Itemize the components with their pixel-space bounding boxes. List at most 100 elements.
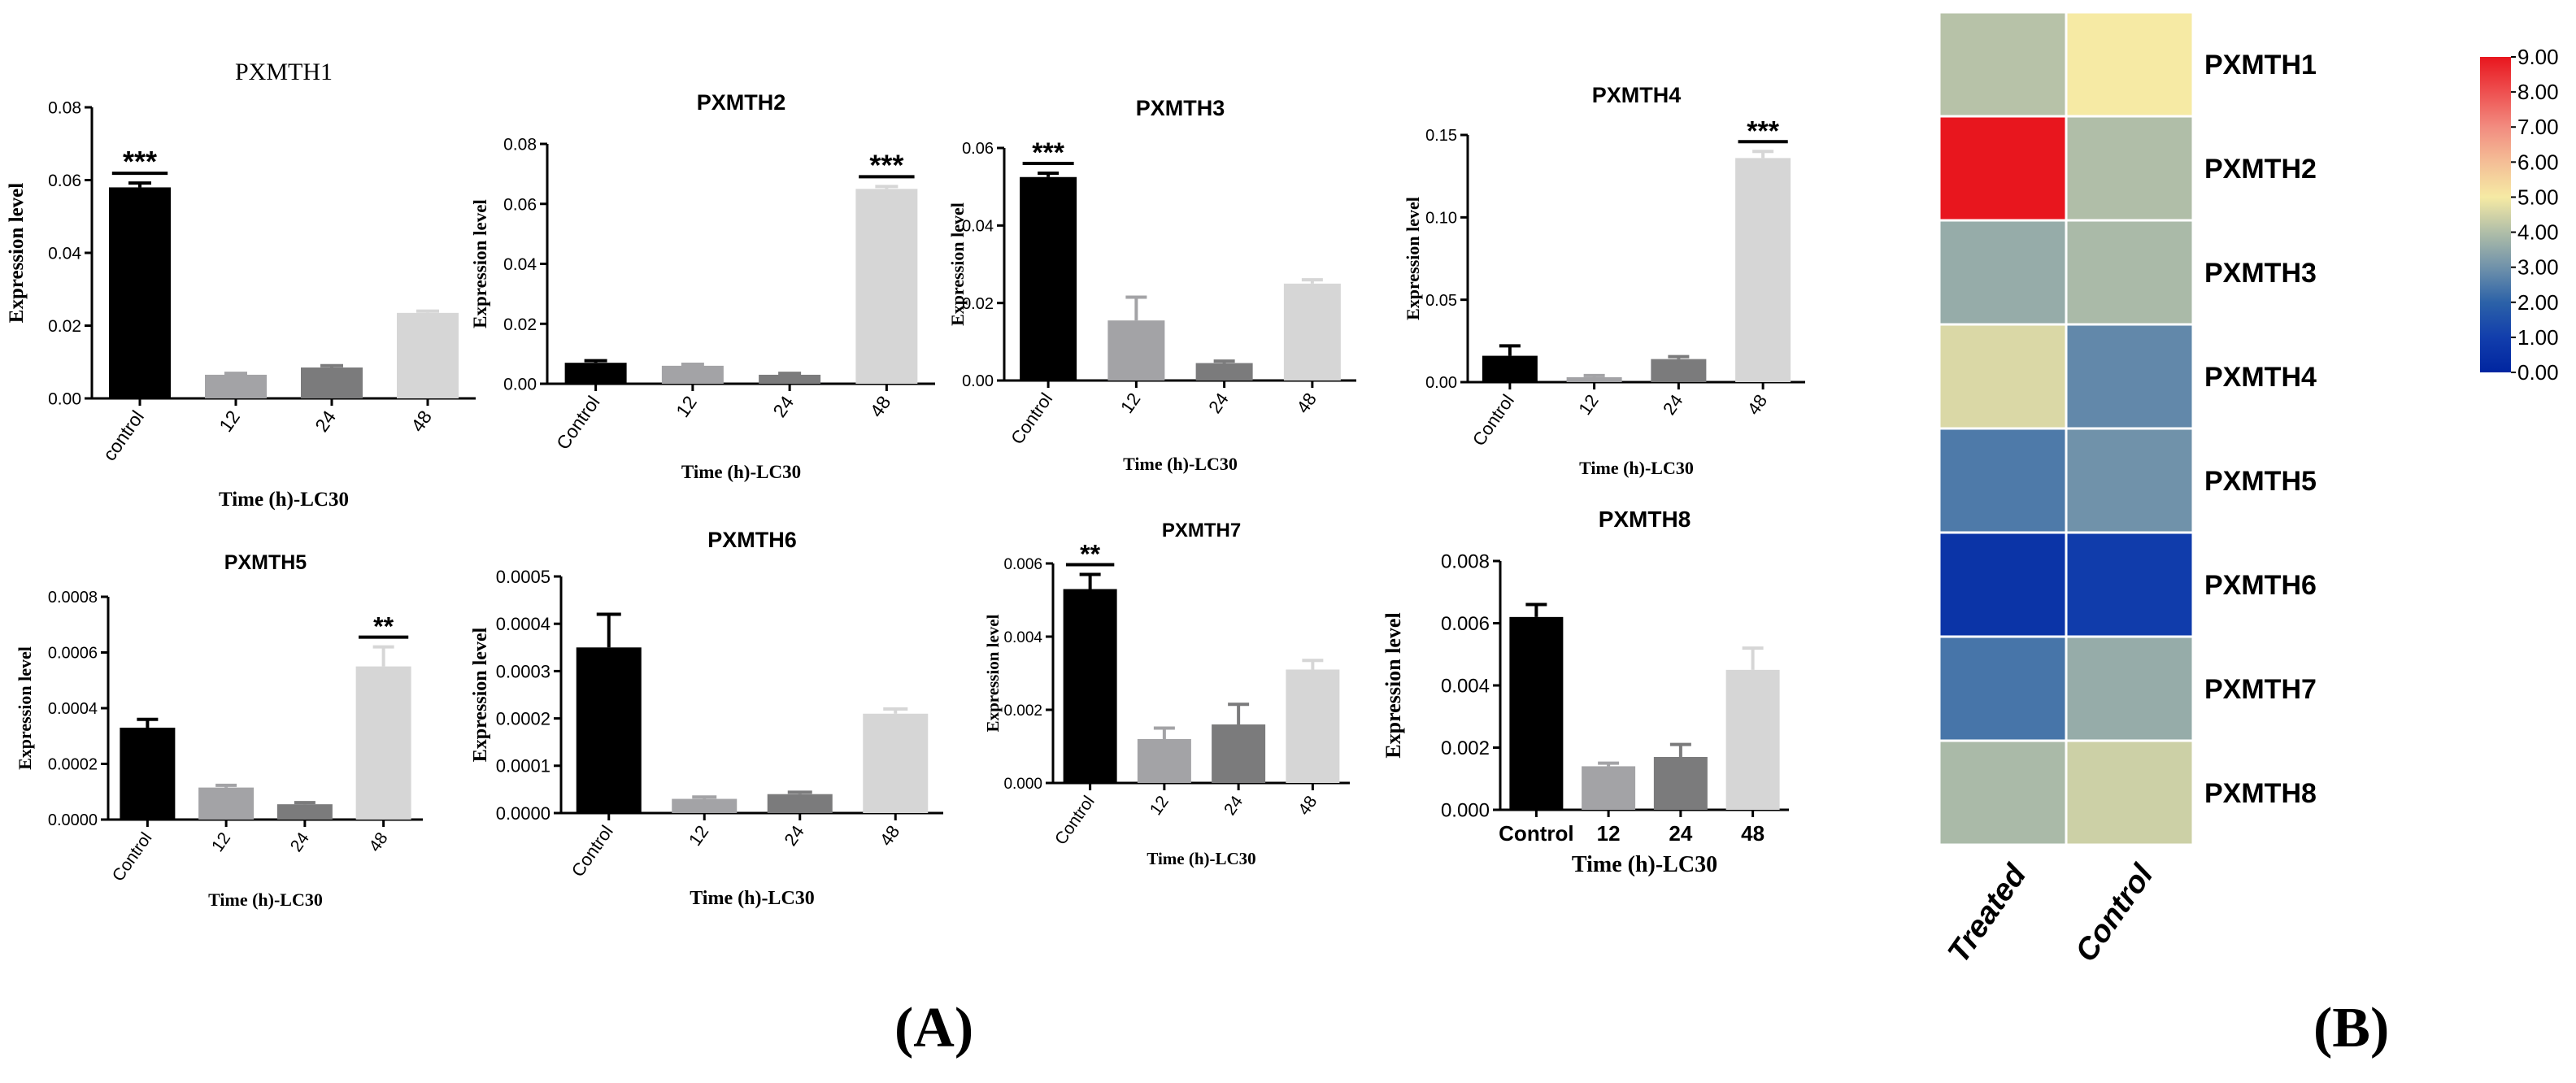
y-tick-label: 0.02 <box>48 317 81 336</box>
x-tick-label: 12 <box>1574 391 1603 419</box>
chart-title: PXMTH3 <box>1136 96 1225 120</box>
y-tick-label: 0.00 <box>48 390 81 409</box>
y-tick-label: 0.06 <box>48 172 81 190</box>
y-tick-label: 0.008 <box>1441 551 1490 573</box>
y-tick-label: 0.00 <box>1425 374 1457 392</box>
x-tick-label: 48 <box>1743 391 1772 419</box>
chart-title: PXMTH5 <box>224 551 307 574</box>
y-axis-label: Expression level <box>1403 197 1423 320</box>
heatmap-cell <box>1938 323 2068 430</box>
y-tick-label: 0.002 <box>1003 702 1042 720</box>
heatmap-cell <box>1938 11 2068 118</box>
x-tick-label: Control <box>568 822 617 881</box>
bar <box>1582 766 1636 810</box>
y-tick-label: 0.06 <box>962 140 994 158</box>
bar <box>1063 589 1117 783</box>
y-tick-label: 0.04 <box>962 218 994 236</box>
bar <box>1482 355 1538 382</box>
colorbar-tick-label: 2.00 <box>2517 290 2559 315</box>
bar <box>1735 158 1791 382</box>
heatmap-cell <box>2065 219 2195 326</box>
x-tick-label: Control <box>1469 391 1518 450</box>
y-tick-label: 0.0008 <box>48 589 98 607</box>
y-axis-label: Expression level <box>15 646 35 770</box>
bar <box>1566 376 1622 382</box>
chart-title: PXMTH7 <box>1162 520 1241 542</box>
y-axis-label: Expression level <box>6 183 28 324</box>
bar <box>564 363 627 384</box>
colorbar-tick-label: 9.00 <box>2517 45 2559 69</box>
panel-label-a: (A) <box>894 997 974 1059</box>
y-tick-label: 0.02 <box>962 295 994 313</box>
x-tick-label: 24 <box>768 392 798 421</box>
heatmap-row-label: PXMTH6 <box>2204 570 2317 601</box>
x-tick-label: 48 <box>865 392 894 421</box>
bar <box>1286 669 1340 783</box>
bar <box>1195 363 1253 381</box>
bar <box>1725 669 1780 810</box>
x-tick-label: 12 <box>215 407 244 436</box>
colorbar-tick-label: 4.00 <box>2517 220 2559 245</box>
x-tick-label: 48 <box>407 407 436 436</box>
chart-title: PXMTH2 <box>697 90 786 115</box>
colorbar-tick-label: 1.00 <box>2517 325 2559 350</box>
x-tick-label: 12 <box>1147 793 1173 819</box>
x-axis-label: Time (h)-LC30 <box>1123 454 1238 474</box>
y-tick-label: 0.0006 <box>48 645 98 663</box>
x-tick-label: 12 <box>685 822 713 850</box>
chart-title: PXMTH1 <box>235 59 333 85</box>
x-tick-label: 24 <box>1669 821 1692 846</box>
heatmap-cell <box>2065 739 2195 846</box>
colorbar-tick-label: 7.00 <box>2517 115 2559 139</box>
x-tick-label: 48 <box>876 822 904 850</box>
heatmap-column-label: Treated <box>1942 858 2034 969</box>
x-tick-label: control <box>98 407 148 464</box>
x-tick-label: 24 <box>1221 792 1247 819</box>
significance-stars: *** <box>869 148 903 181</box>
bar <box>759 374 821 384</box>
significance-stars: *** <box>1747 115 1779 146</box>
heatmap-column-label: Control <box>2069 858 2160 968</box>
y-axis-label: Expression level <box>1382 612 1405 758</box>
x-tick-label: Control <box>109 829 156 885</box>
bar <box>276 804 333 820</box>
heatmap-cell <box>2065 427 2195 534</box>
x-tick-label: Control <box>1007 389 1056 448</box>
x-tick-label: 24 <box>287 829 313 855</box>
bar <box>767 794 833 813</box>
y-tick-label: 0.0003 <box>496 661 550 681</box>
heatmap-row-label: PXMTH7 <box>2204 674 2317 705</box>
y-tick-label: 0.000 <box>1441 800 1490 822</box>
heatmap-cell <box>1938 635 2068 742</box>
y-tick-label: 0.04 <box>503 255 537 274</box>
heatmap-row-label: PXMTH1 <box>2204 50 2317 80</box>
colorbar-tick-label: 6.00 <box>2517 150 2559 174</box>
x-axis-label: Time (h)-LC30 <box>219 489 349 511</box>
colorbar-tick-label: 5.00 <box>2517 185 2559 209</box>
y-tick-label: 0.04 <box>48 245 81 263</box>
colorbar <box>2480 57 2511 372</box>
x-tick-label: 24 <box>1204 389 1233 417</box>
bar <box>120 727 176 820</box>
y-tick-label: 0.0004 <box>48 700 98 718</box>
x-axis-label: Time (h)-LC30 <box>1572 852 1717 877</box>
chart-title: PXMTH8 <box>1599 507 1691 532</box>
y-tick-label: 0.0000 <box>48 811 98 829</box>
bar <box>1653 756 1708 810</box>
significance-stars: *** <box>1032 137 1064 168</box>
bar <box>109 187 171 398</box>
y-tick-label: 0.00 <box>962 372 994 390</box>
y-tick-label: 0.004 <box>1003 629 1042 646</box>
heatmap-cell <box>1938 531 2068 638</box>
y-axis-label: Expression level <box>947 202 968 326</box>
colorbar-tick-label: 0.00 <box>2517 360 2559 385</box>
y-tick-label: 0.05 <box>1425 292 1457 310</box>
bar <box>863 713 929 813</box>
heatmap-cell <box>1938 427 2068 534</box>
x-tick-label: 24 <box>780 822 808 850</box>
heatmap-cell <box>2065 635 2195 742</box>
bar <box>355 666 411 820</box>
heatmap-row-label: PXMTH3 <box>2204 258 2317 289</box>
heatmap-row-label: PXMTH5 <box>2204 466 2317 497</box>
x-tick-label: Control <box>1499 821 1573 846</box>
